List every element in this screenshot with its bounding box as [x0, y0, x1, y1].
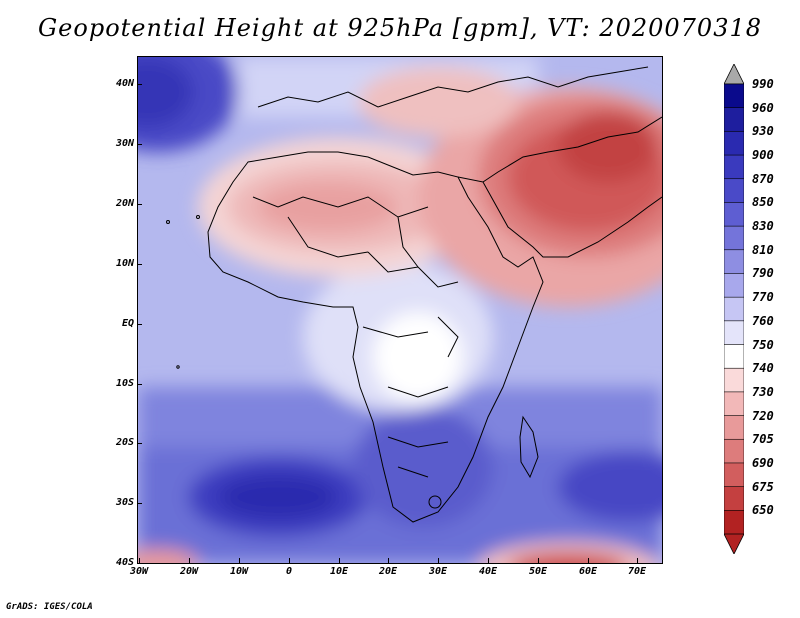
x-tick-mark: [189, 558, 190, 563]
x-tick-label: 0: [285, 566, 293, 577]
colorbar-swatch: [724, 107, 744, 133]
colorbar-label: 960: [752, 100, 774, 115]
y-tick-mark: [137, 443, 142, 444]
colorbar-label: 790: [752, 266, 774, 281]
x-tick-label: 50E: [528, 566, 548, 577]
colorbar-label: 870: [752, 171, 774, 186]
y-tick-mark: [137, 264, 142, 265]
colorbar-over-triangle: [724, 64, 744, 85]
colorbar-label: 675: [752, 479, 774, 494]
colorbar-label: 750: [752, 337, 774, 352]
map-plot-area: [137, 56, 663, 564]
colorbar-label: 990: [752, 77, 774, 91]
colorbar: [724, 64, 744, 554]
x-tick-mark: [488, 558, 489, 563]
x-tick-mark: [339, 558, 340, 563]
y-tick-mark: [137, 503, 142, 504]
colorbar-label: 810: [752, 242, 774, 257]
colorbar-swatch: [724, 225, 744, 251]
y-tick-mark: [137, 204, 142, 205]
x-tick-label: 30W: [129, 566, 149, 577]
colorbar-swatch: [724, 415, 744, 441]
x-tick-label: 20E: [378, 566, 398, 577]
y-tick-mark: [137, 84, 142, 85]
x-tick-mark: [239, 558, 240, 563]
y-tick-mark: [137, 144, 142, 145]
colorbar-label: 900: [752, 148, 774, 163]
y-tick-label: 20N: [115, 198, 134, 209]
colorbar-label: 770: [752, 290, 774, 305]
colorbar-swatch: [724, 367, 744, 393]
x-tick-mark: [388, 558, 389, 563]
colorbar-label: 705: [752, 432, 774, 447]
x-tick-mark: [438, 558, 439, 563]
colorbar-swatch: [724, 273, 744, 298]
y-tick-label: 30N: [115, 138, 134, 149]
x-tick-label: 40E: [478, 566, 498, 577]
x-tick-label: 10W: [229, 566, 249, 577]
colorbar-swatch: [724, 178, 744, 204]
x-tick-mark: [289, 558, 290, 563]
x-tick-mark: [637, 558, 638, 563]
colorbar-label: 730: [752, 384, 774, 399]
colorbar-label: 720: [752, 408, 774, 423]
colorbar-label: 930: [752, 124, 774, 139]
colorbar-swatch: [724, 83, 744, 109]
coastline-borders: [166, 66, 662, 523]
map-canvas: [138, 57, 662, 563]
y-tick-mark: [137, 324, 142, 325]
chart-title: Geopotential Height at 925hPa [gpm], VT:…: [38, 14, 762, 42]
x-tick-mark: [139, 558, 140, 563]
colorbar-swatch: [724, 510, 744, 535]
x-tick-label: 30E: [428, 566, 448, 577]
y-tick-mark: [137, 384, 142, 385]
colorbar-swatch: [724, 391, 744, 417]
colorbar-label: 830: [752, 219, 774, 234]
colorbar-swatch: [724, 344, 744, 370]
colorbar-swatch: [724, 486, 744, 512]
colorbar-swatch: [724, 438, 744, 464]
y-tick-label: EQ: [121, 318, 134, 329]
y-tick-label: 40N: [115, 78, 134, 89]
x-tick-label: 60E: [578, 566, 598, 577]
x-tick-mark: [588, 558, 589, 563]
colorbar-swatch: [724, 202, 744, 227]
x-tick-label: 10E: [329, 566, 349, 577]
y-tick-label: 10S: [115, 378, 134, 389]
colorbar-label: 690: [752, 455, 774, 470]
colorbar-swatch: [724, 154, 744, 180]
contour-fill-field: [138, 57, 662, 563]
colorbar-label: 740: [752, 361, 774, 376]
x-tick-label: 20W: [179, 566, 199, 577]
y-tick-label: 20S: [115, 437, 134, 448]
colorbar-label: 850: [752, 195, 774, 210]
x-tick-mark: [538, 558, 539, 563]
colorbar-swatch: [724, 296, 744, 322]
colorbar-swatch: [724, 462, 744, 488]
colorbar-under-triangle: [724, 533, 744, 554]
colorbar-swatch: [724, 249, 744, 275]
grads-credit: GrADS: IGES/COLA: [6, 602, 93, 612]
x-tick-label: 70E: [627, 566, 647, 577]
y-tick-label: 30S: [115, 497, 134, 508]
y-tick-label: 10N: [115, 258, 134, 269]
y-tick-label: 40S: [115, 557, 134, 568]
colorbar-label: 650: [752, 503, 774, 518]
colorbar-swatch: [724, 320, 744, 346]
colorbar-label: 760: [752, 313, 774, 328]
colorbar-swatch: [724, 131, 744, 156]
